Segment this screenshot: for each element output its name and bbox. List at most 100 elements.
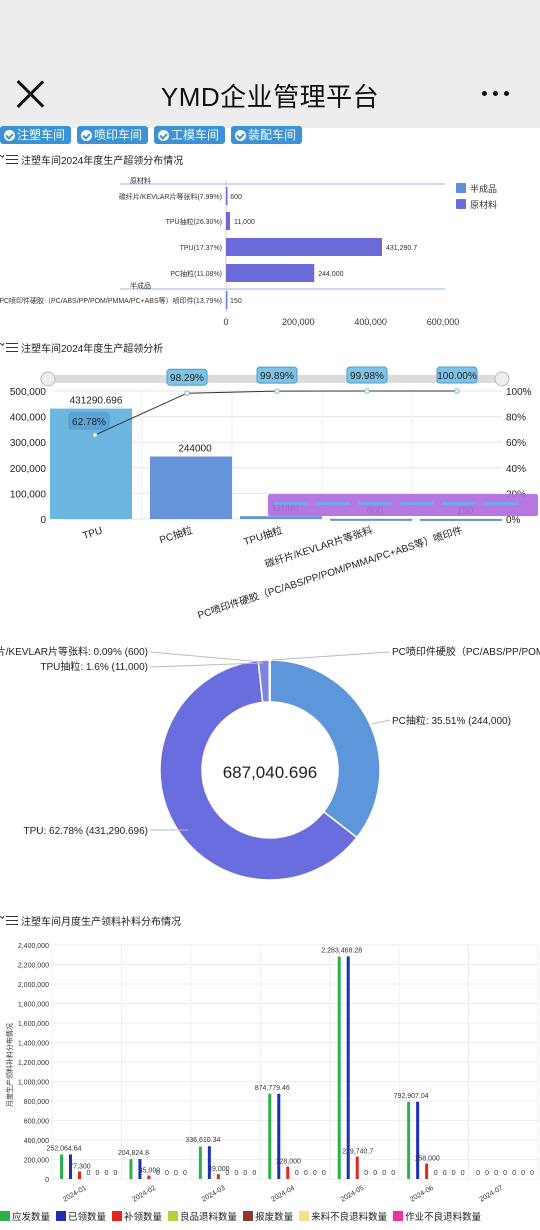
bar: [240, 516, 322, 519]
zero-label: 0: [165, 1170, 169, 1177]
legend-swatch: [456, 199, 466, 209]
cumulative-line: [94, 390, 458, 436]
zero-label: 0: [304, 1170, 308, 1177]
check-circle-icon: [81, 129, 93, 141]
zero-label: 0: [391, 1170, 395, 1177]
zero-label: 0: [485, 1170, 489, 1177]
y-tick-label: 600,000: [24, 1119, 49, 1126]
zero-label: 0: [452, 1170, 456, 1177]
data-label: 204,824.8: [118, 1150, 149, 1157]
legend-item[interactable]: 报废数量: [243, 1209, 293, 1223]
x-tick-label: 2024-02: [131, 1185, 157, 1204]
zero-label: 0: [225, 1170, 229, 1177]
y-tick-label: 1,200,000: [18, 1060, 49, 1067]
bar: [420, 518, 502, 521]
cumulative-label: 62.78%: [72, 417, 106, 428]
pie-slice-label: TPU抽粒: 1.6% (11,000): [40, 660, 148, 673]
bar: [277, 1093, 281, 1179]
chart1-heading: 注塑车间2024年度生产超领分布情况: [0, 152, 183, 167]
data-label: 874,779.46: [255, 1085, 290, 1092]
y-tick-label: 300,000: [10, 438, 47, 449]
x-tick-label: 0: [223, 317, 228, 327]
data-label: 128,000: [276, 1159, 301, 1166]
bar: [226, 187, 228, 205]
legend-item[interactable]: 应发数量: [0, 1209, 50, 1223]
y-tick-label: 200,000: [24, 1158, 49, 1165]
data-label: 252,064.64: [46, 1145, 81, 1152]
list-check-icon: [0, 914, 18, 928]
tab-assembly[interactable]: 装配车间: [231, 126, 303, 144]
x-tick-label: 2024-05: [340, 1185, 366, 1204]
bar: [407, 1101, 411, 1179]
legend-swatch: [112, 1211, 123, 1221]
category-label: 碳纤片/KEVLAR片等张料(7.99%): [119, 192, 222, 201]
x-tick-label: TPU: [82, 525, 104, 542]
zero-label: 0: [243, 1170, 247, 1177]
hover-tooltip-text: [316, 502, 350, 505]
bar: [226, 291, 228, 309]
legend-item[interactable]: 作业不良退料数量: [393, 1209, 481, 1223]
tab-injection[interactable]: 注塑车间: [0, 126, 72, 144]
data-label: 2,283,468.28: [321, 947, 362, 954]
zero-label: 0: [476, 1170, 480, 1177]
hover-tooltip-text: [442, 502, 476, 505]
zero-label: 0: [434, 1170, 438, 1177]
y-tick-label: 800,000: [24, 1099, 49, 1106]
hover-tooltip-text: [274, 502, 308, 505]
value-label: 244,000: [318, 271, 343, 278]
pie-label-line: [271, 651, 391, 661]
legend-item[interactable]: 已领数量: [56, 1209, 106, 1223]
group-label: 半成品: [130, 281, 151, 290]
chart4-monthly-bars: 0 200,000 400,000 600,000 800,000 1,000,000 1,…: [5, 943, 539, 1204]
cumulative-point: [184, 390, 190, 396]
cumulative-label: 99.98%: [350, 371, 384, 382]
group-label: 原材料: [130, 176, 151, 185]
cumulative-point: [454, 388, 460, 394]
bar: [138, 1159, 142, 1179]
category-label: TPU抽粒(26.30%): [166, 217, 222, 226]
zero-label: 0: [87, 1170, 91, 1177]
zero-label: 0: [96, 1170, 100, 1177]
bar: [147, 1175, 151, 1179]
zero-label: 0: [322, 1170, 326, 1177]
cumulative-label: 99.89%: [260, 371, 294, 382]
zero-label: 0: [295, 1170, 299, 1177]
bar: [425, 1163, 429, 1179]
more-icon[interactable]: [482, 83, 516, 103]
tab-printing[interactable]: 喷印车间: [77, 126, 149, 144]
legend-label: 原材料: [470, 199, 497, 210]
legend-item[interactable]: 来料不良退料数量: [299, 1209, 387, 1223]
bar: [416, 1101, 420, 1179]
data-label: 792,907.04: [394, 1093, 429, 1100]
bar: [60, 1154, 63, 1179]
data-label: 336,610.34: [185, 1137, 220, 1144]
legend-swatch: [299, 1211, 310, 1221]
zero-label: 0: [364, 1170, 368, 1177]
list-check-icon: [0, 153, 18, 167]
chart4-legend: 应发数量 已领数量 补领数量 良品退料数量 报废数量 来料不良退料数量 作业不良退料数量: [0, 1209, 540, 1223]
legend-item[interactable]: 补领数量: [112, 1209, 162, 1223]
x-tick-label: 2024-01: [62, 1185, 88, 1204]
value-label: 431,290.7: [386, 245, 417, 252]
bar: [337, 956, 341, 1179]
legend-label: 良品退料数量: [180, 1212, 238, 1223]
workshop-tabs: 注塑车间 喷印车间 工模车间 装配车间: [0, 126, 303, 144]
x-tick-label: 2024-04: [270, 1185, 296, 1204]
pie-slice-label: 碳纤片/KEVLAR片等张料: 0.09% (600): [0, 645, 148, 658]
bar: [129, 1159, 133, 1179]
pie-center-total: 687,040.696: [223, 763, 318, 782]
cumulative-label: 100.00%: [437, 371, 477, 382]
tab-mold[interactable]: 工模车间: [154, 126, 226, 144]
cumulative-point: [92, 432, 98, 438]
pie-slice-label: TPU: 62.78% (431,290.696): [23, 826, 148, 837]
bar: [69, 1154, 72, 1179]
y-tick-label: 0: [45, 1177, 49, 1184]
x-tick-label: TPU抽粒: [242, 523, 284, 548]
zero-label: 0: [313, 1170, 317, 1177]
y-tick-label: 2,000,000: [18, 982, 49, 989]
legend-item[interactable]: 良品退料数量: [168, 1209, 237, 1223]
zero-label: 0: [234, 1170, 238, 1177]
check-circle-icon: [235, 129, 247, 141]
y2-tick-label: 60%: [506, 438, 526, 449]
chart2-pareto: 0100,000200,000300,000400,000500,0000%20…: [10, 366, 538, 622]
